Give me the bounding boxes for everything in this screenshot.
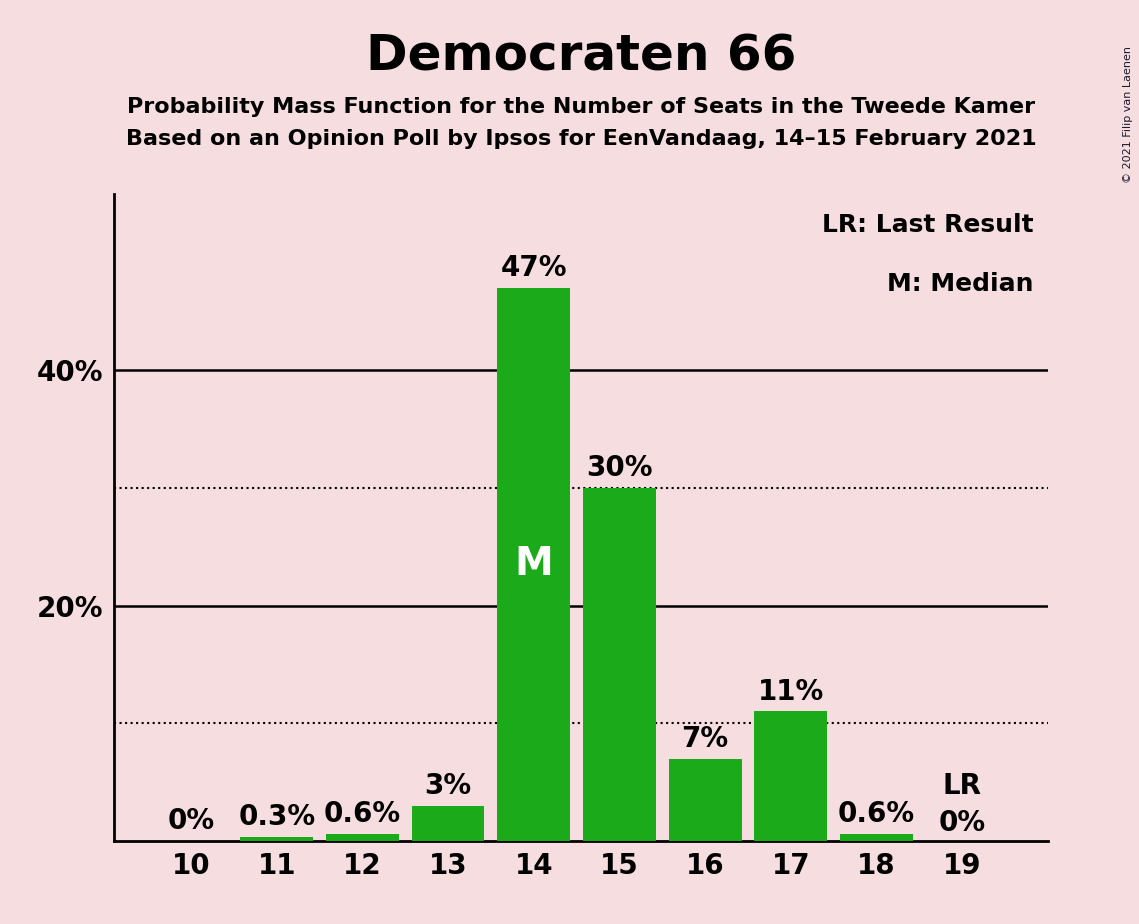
- Bar: [841, 833, 913, 841]
- Bar: [326, 833, 399, 841]
- Text: © 2021 Filip van Laenen: © 2021 Filip van Laenen: [1123, 46, 1133, 183]
- Text: 30%: 30%: [587, 455, 653, 482]
- Text: 0.3%: 0.3%: [238, 804, 316, 832]
- Bar: [754, 711, 827, 841]
- Bar: [583, 488, 656, 841]
- Text: LR: Last Result: LR: Last Result: [822, 213, 1034, 237]
- Text: 0.6%: 0.6%: [838, 800, 915, 828]
- Text: 3%: 3%: [425, 772, 472, 799]
- Bar: [498, 288, 571, 841]
- Text: Probability Mass Function for the Number of Seats in the Tweede Kamer: Probability Mass Function for the Number…: [126, 97, 1035, 117]
- Text: 7%: 7%: [681, 724, 729, 753]
- Text: 47%: 47%: [500, 254, 567, 282]
- Text: LR: LR: [943, 772, 982, 799]
- Text: 11%: 11%: [757, 677, 823, 706]
- Bar: [240, 837, 313, 841]
- Text: Democraten 66: Democraten 66: [366, 32, 796, 80]
- Bar: [411, 806, 484, 841]
- Bar: [669, 759, 741, 841]
- Text: M: M: [515, 545, 554, 583]
- Text: 0%: 0%: [939, 809, 985, 837]
- Text: 0.6%: 0.6%: [323, 800, 401, 828]
- Text: Based on an Opinion Poll by Ipsos for EenVandaag, 14–15 February 2021: Based on an Opinion Poll by Ipsos for Ee…: [125, 129, 1036, 150]
- Text: M: Median: M: Median: [887, 272, 1034, 296]
- Text: 0%: 0%: [167, 807, 214, 835]
